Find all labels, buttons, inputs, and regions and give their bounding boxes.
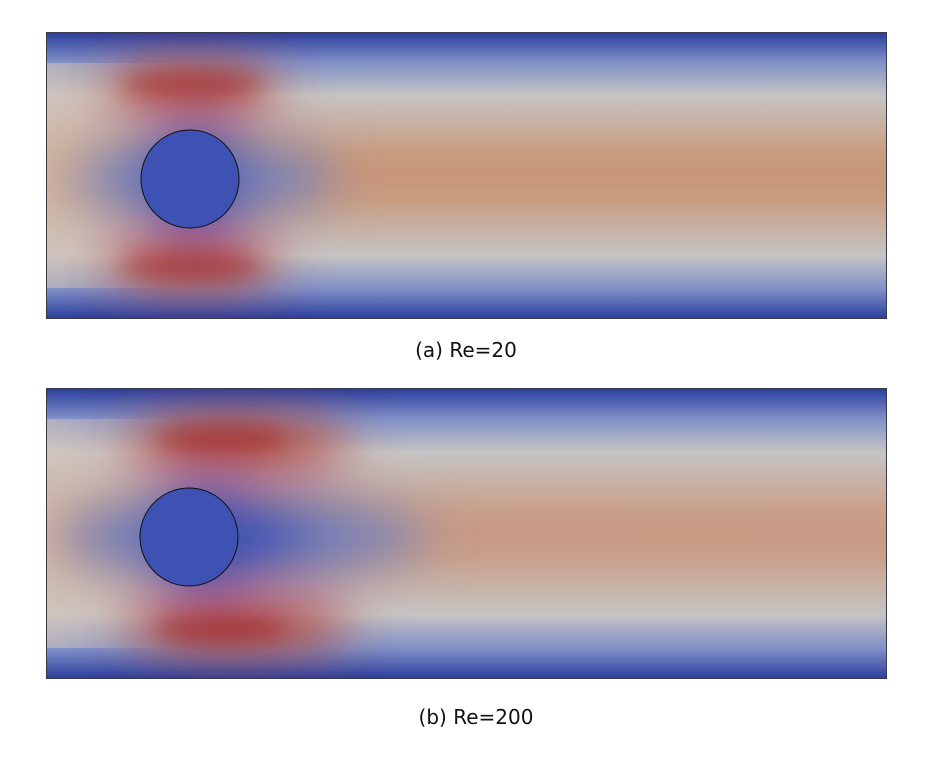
caption-re20: (a) Re=20 (415, 338, 517, 362)
velocity-contour-re200 (47, 389, 886, 678)
caption-re200: (b) Re=200 (418, 705, 534, 729)
flow-field-panel-re20 (46, 32, 887, 319)
cylinder-obstacle (139, 487, 239, 587)
flow-field-panel-re200 (46, 388, 887, 679)
cylinder-obstacle (140, 129, 240, 229)
velocity-contour-re20 (47, 33, 886, 318)
